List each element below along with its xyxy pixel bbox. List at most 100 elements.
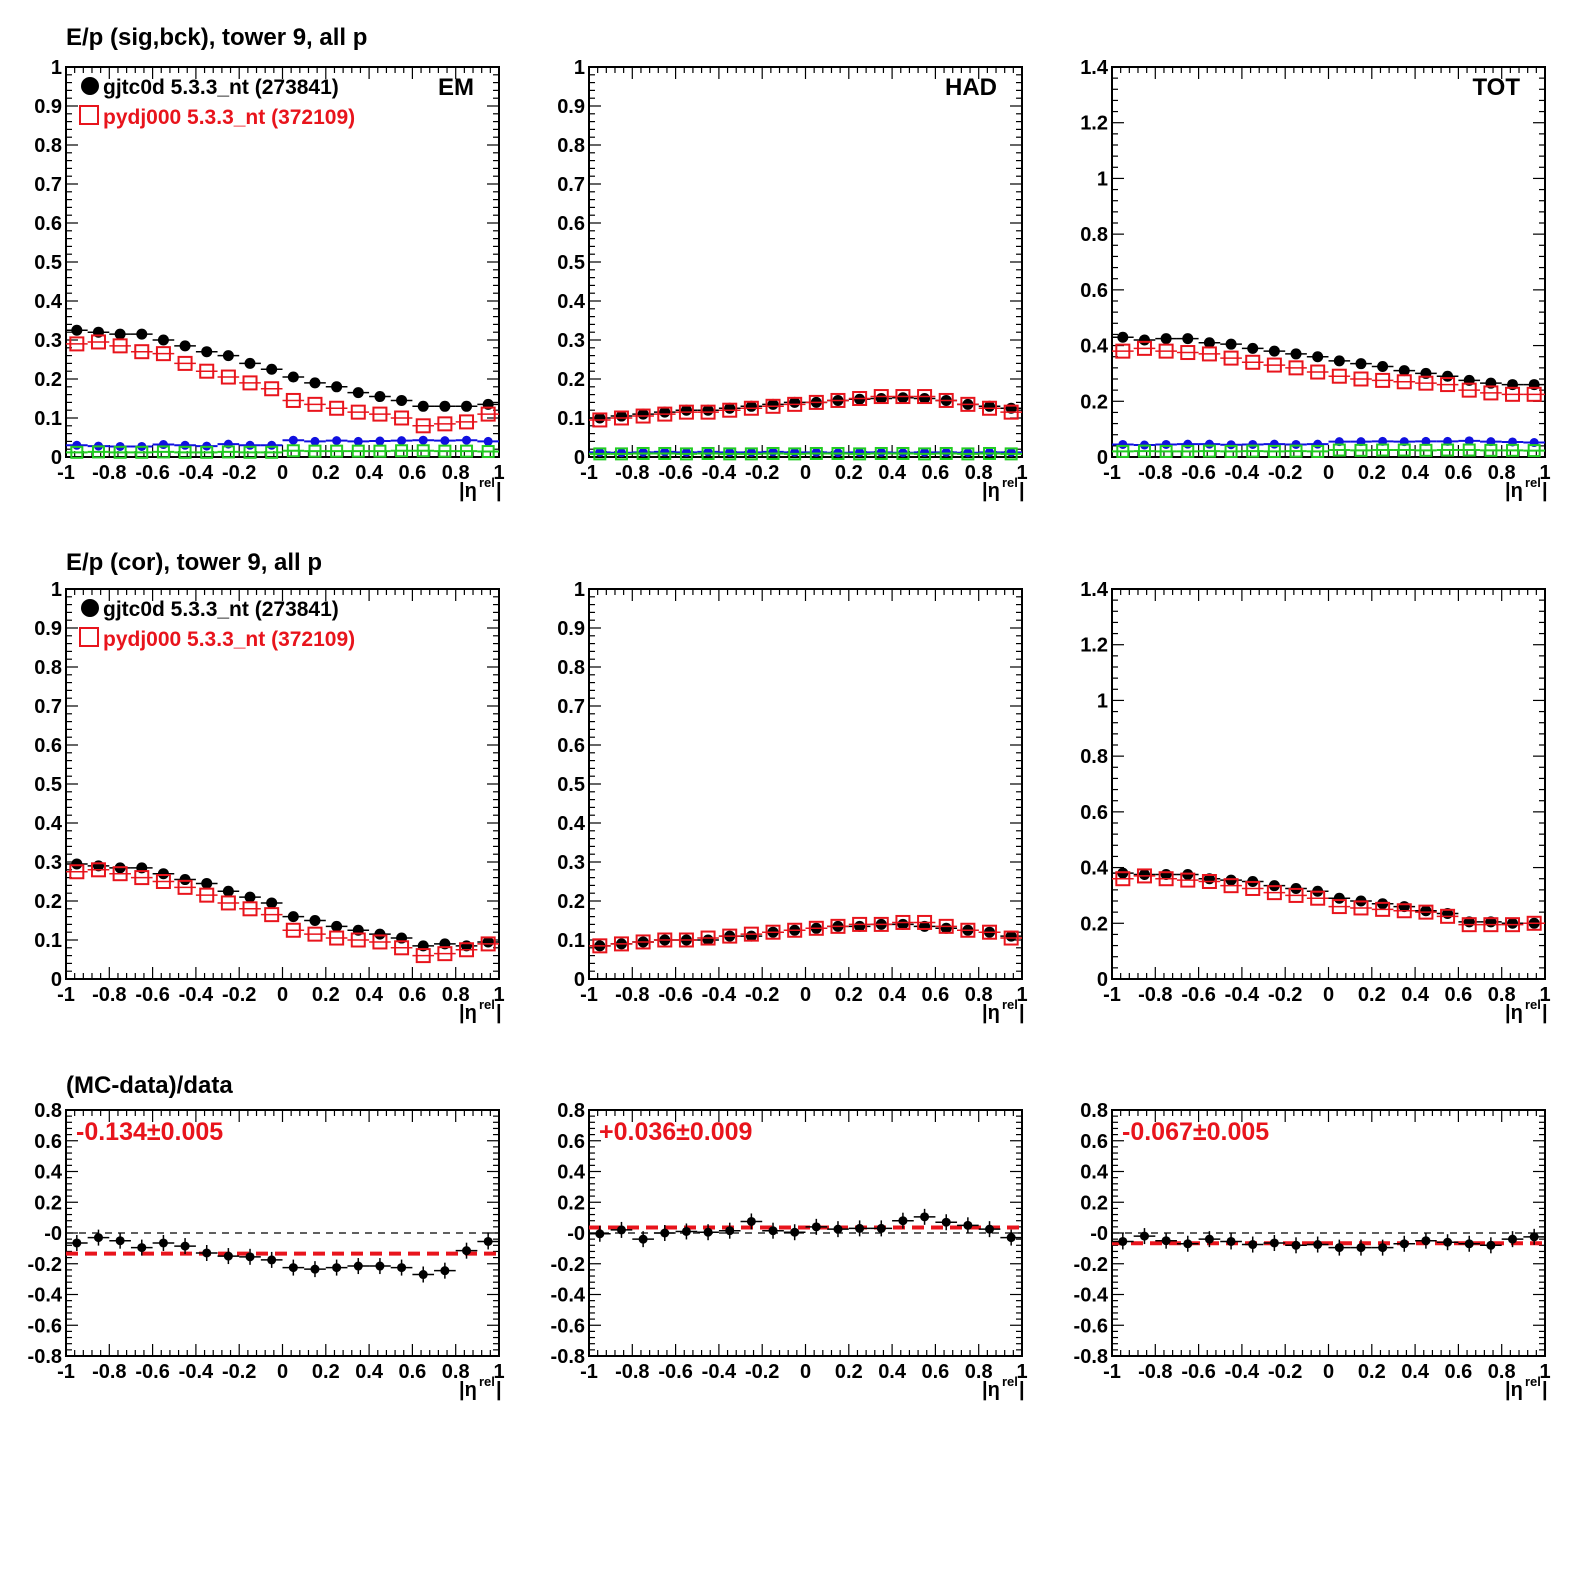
bck-mc-point bbox=[416, 444, 430, 458]
x-tick-label: 0.4 bbox=[355, 984, 384, 1006]
x-tick-label: 0.4 bbox=[1401, 984, 1430, 1006]
x-axis-label-sup: rel bbox=[1525, 997, 1541, 1012]
data-point bbox=[201, 346, 213, 358]
y-tick-label: 0.2 bbox=[34, 369, 62, 391]
mc-point bbox=[982, 924, 998, 940]
ratio-point bbox=[353, 1261, 363, 1271]
x-axis-label-sup: rel bbox=[479, 475, 495, 490]
y-tick-label: 0 bbox=[1097, 447, 1108, 469]
x-tick-label: 0.2 bbox=[835, 462, 863, 484]
data-point bbox=[1398, 365, 1410, 377]
x-axis-label-sup: rel bbox=[1525, 1374, 1541, 1389]
ratio-point bbox=[1291, 1240, 1301, 1250]
x-tick-label: 0.8 bbox=[442, 1361, 470, 1383]
x-tick-label: 0.6 bbox=[398, 984, 426, 1006]
x-axis-label: |η bbox=[1505, 480, 1523, 502]
mc-point bbox=[678, 404, 694, 420]
panel-cor-had: -1 -0.8 -0.6 -0.4 -0.2 0 0.2 0.4 0.6 0.8 1 0 0.1 0.2 0… bbox=[557, 579, 1027, 1024]
mc-point bbox=[808, 920, 824, 936]
bck-mc-point bbox=[221, 445, 235, 459]
x-tick-label: 0.4 bbox=[1401, 1361, 1430, 1383]
ratio-point bbox=[1248, 1240, 1258, 1250]
y-tick-label: 0.4 bbox=[1080, 1162, 1109, 1184]
ratio-point bbox=[158, 1238, 168, 1248]
y-tick-label: 0.4 bbox=[34, 813, 63, 835]
y-tick-label: 0.5 bbox=[557, 774, 585, 796]
x-tick-label: 0.2 bbox=[312, 1361, 340, 1383]
y-tick-label: 1 bbox=[51, 57, 62, 79]
mc-point bbox=[1266, 357, 1282, 373]
y-tick-label: 0.1 bbox=[557, 930, 585, 952]
x-tick-label: -1 bbox=[1103, 1361, 1121, 1383]
x-tick-label: -1 bbox=[57, 1361, 75, 1383]
mc-point bbox=[480, 936, 496, 952]
data-point bbox=[201, 877, 213, 889]
row-title-sig: E/p (sig,bck), tower 9, all p bbox=[66, 24, 367, 51]
bck-data-point bbox=[638, 447, 648, 457]
bck-data-point bbox=[963, 448, 973, 458]
mc-point bbox=[1375, 901, 1391, 917]
x-tick-label: 1 bbox=[1016, 984, 1027, 1006]
data-point bbox=[702, 404, 714, 416]
mc-point bbox=[394, 940, 410, 956]
ratio-point bbox=[245, 1252, 255, 1262]
bck-data-point bbox=[332, 436, 342, 446]
mc-point bbox=[372, 934, 388, 950]
bck-mc-point bbox=[438, 444, 452, 458]
data-point bbox=[114, 328, 126, 340]
x-tick-label: -0.2 bbox=[222, 984, 256, 1006]
ratio-point bbox=[1378, 1243, 1388, 1253]
panel-label: HAD bbox=[945, 74, 997, 101]
mc-point bbox=[264, 907, 280, 923]
x-tick-label: 0.2 bbox=[1358, 984, 1386, 1006]
ratio-point bbox=[941, 1217, 951, 1227]
legend-data-marker bbox=[81, 77, 99, 95]
mc-point bbox=[242, 901, 258, 917]
mc-point bbox=[177, 355, 193, 371]
bck-mc-point bbox=[265, 445, 279, 459]
x-axis-label-sup: rel bbox=[479, 1374, 495, 1389]
mc-point bbox=[657, 406, 673, 422]
ratio-point bbox=[288, 1263, 298, 1273]
bck-mc-point bbox=[1181, 444, 1195, 458]
mc-point bbox=[1310, 890, 1326, 906]
mc-point bbox=[69, 336, 85, 352]
plot-frame bbox=[588, 66, 1023, 458]
data-point bbox=[244, 891, 256, 903]
y-tick-label: 0.7 bbox=[557, 174, 585, 196]
bck-mc-point bbox=[243, 445, 257, 459]
y-tick-label: 0.6 bbox=[557, 1131, 585, 1153]
mc-point bbox=[743, 926, 759, 942]
x-tick-label: -0.2 bbox=[222, 1361, 256, 1383]
x-tick-label: -0.6 bbox=[658, 1361, 692, 1383]
x-tick-label: -0.6 bbox=[1181, 462, 1215, 484]
ratio-point bbox=[768, 1226, 778, 1236]
plot-frame bbox=[1111, 66, 1546, 458]
mc-point bbox=[459, 942, 475, 958]
bck-mc-point bbox=[788, 447, 802, 461]
x-tick-label: 0.6 bbox=[398, 1361, 426, 1383]
x-tick-label: -0.6 bbox=[658, 984, 692, 1006]
bck-mc-point bbox=[614, 447, 628, 461]
mc-point bbox=[635, 408, 651, 424]
y-tick-label: 1.4 bbox=[1080, 579, 1109, 601]
data-point bbox=[1203, 337, 1215, 349]
y-tick-label: 0.5 bbox=[557, 252, 585, 274]
x-axis-label-end: | bbox=[1019, 480, 1025, 502]
x-axis-label-end: | bbox=[496, 480, 502, 502]
y-tick-label: 0.7 bbox=[557, 696, 585, 718]
mc-point bbox=[1201, 874, 1217, 889]
x-tick-label: 0 bbox=[277, 984, 288, 1006]
x-tick-label: -0.8 bbox=[615, 984, 649, 1006]
mc-point bbox=[350, 932, 366, 948]
mc-point bbox=[372, 406, 388, 422]
bck-data-point bbox=[1248, 439, 1258, 449]
ratio-point bbox=[462, 1246, 472, 1256]
data-point bbox=[724, 402, 736, 414]
y-tick-label: 0 bbox=[574, 447, 585, 469]
bck-data-point bbox=[375, 436, 385, 446]
plot-frame bbox=[588, 588, 1023, 980]
x-axis-label-end: | bbox=[1019, 1002, 1025, 1024]
x-tick-label: 0 bbox=[1323, 984, 1334, 1006]
